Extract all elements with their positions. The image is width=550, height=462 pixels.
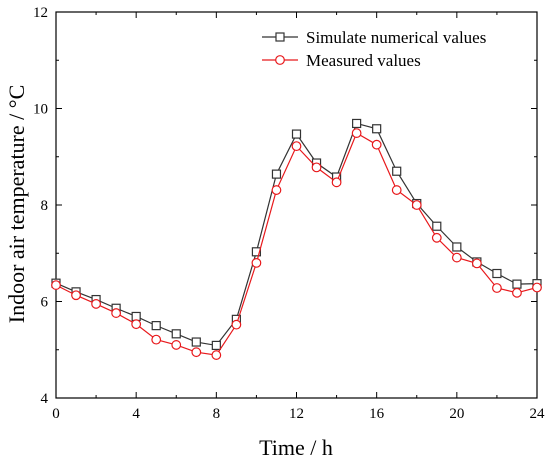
data-point [211, 350, 222, 360]
data-point [331, 177, 342, 188]
legend-entry: Measured values [262, 51, 421, 70]
data-point [131, 311, 141, 322]
series-simulated [51, 118, 542, 351]
data-point [351, 128, 362, 139]
data-point [151, 321, 161, 331]
data-point [372, 124, 382, 134]
data-point [512, 279, 522, 289]
y-axis-title: Indoor air temperature / °C [4, 85, 29, 324]
series-measured [51, 128, 542, 360]
x-tick-label: 24 [530, 406, 546, 422]
data-point [431, 232, 442, 243]
data-point [411, 200, 422, 210]
data-point [131, 319, 142, 330]
x-tick-label: 8 [213, 406, 221, 422]
data-point [151, 334, 162, 345]
x-axis-title: Time / h [259, 435, 333, 460]
x-tick-label: 0 [52, 406, 60, 422]
data-point [532, 282, 542, 293]
data-point [91, 299, 101, 309]
y-tick-label: 8 [41, 198, 49, 214]
series-line [55, 122, 538, 347]
data-point [392, 166, 402, 176]
x-tick-label: 16 [369, 406, 385, 422]
data-point [452, 242, 462, 252]
y-tick-label: 4 [41, 391, 49, 407]
y-tick-label: 6 [41, 295, 49, 311]
data-point [271, 169, 282, 179]
data-point [512, 287, 522, 298]
data-point [111, 308, 122, 318]
plot-frame [55, 11, 538, 399]
data-point [191, 347, 202, 358]
data-point [492, 268, 502, 279]
y-tick-label: 12 [33, 5, 48, 21]
legend-marker [275, 55, 285, 65]
data-point [231, 319, 242, 330]
data-point [451, 252, 462, 263]
data-point [492, 283, 502, 293]
data-point [432, 221, 442, 231]
data-point [311, 162, 322, 173]
data-point [251, 258, 262, 268]
legend-label: Measured values [306, 51, 421, 70]
data-point [291, 141, 302, 152]
data-point [352, 118, 362, 129]
data-point [251, 247, 262, 257]
series-line [55, 132, 538, 356]
x-tick-label: 20 [449, 406, 464, 422]
y-tick-label: 10 [33, 102, 48, 118]
data-point [211, 340, 221, 351]
data-point [71, 290, 81, 301]
x-tick-label: 4 [132, 406, 140, 422]
legend-entry: Simulate numerical values [262, 28, 486, 47]
data-point [391, 185, 402, 195]
data-point [371, 139, 382, 150]
data-point [471, 258, 482, 269]
legend-marker [275, 32, 285, 42]
data-point [171, 329, 181, 339]
data-point [191, 337, 201, 347]
data-point [171, 340, 182, 350]
data-point [291, 129, 302, 139]
legend-label: Simulate numerical values [306, 28, 486, 47]
data-point [51, 280, 61, 290]
x-tick-label: 12 [289, 406, 304, 422]
data-point [271, 185, 282, 195]
